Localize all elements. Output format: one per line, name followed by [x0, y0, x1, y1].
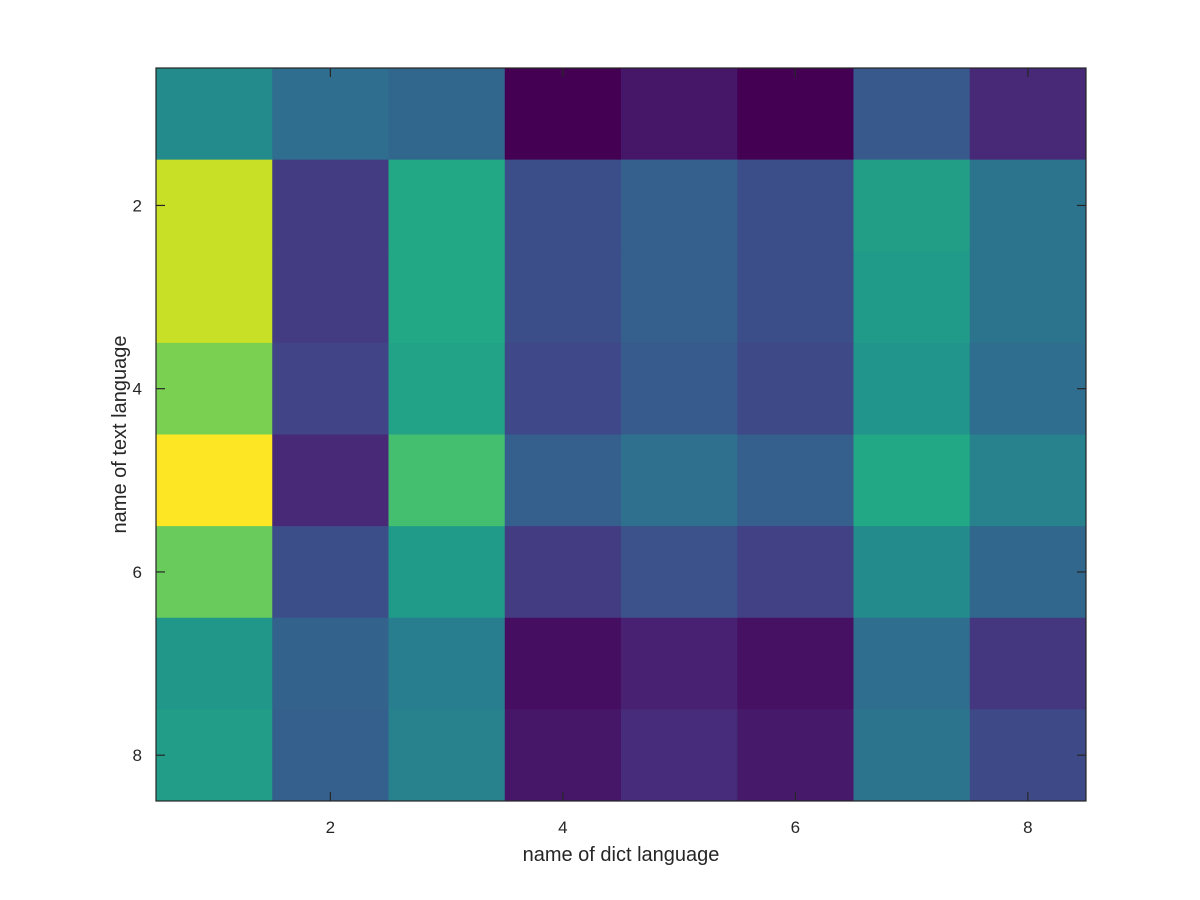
y-tick-label: 8	[133, 746, 142, 765]
heatmap-cell	[388, 159, 506, 252]
heatmap-cell	[272, 68, 389, 161]
heatmap-cell	[272, 526, 389, 619]
heatmap-cell	[969, 709, 1087, 802]
x-tick-label: 8	[1023, 818, 1032, 837]
heatmap-cell	[969, 68, 1087, 161]
heatmap-cell	[853, 159, 971, 252]
y-tick-label: 6	[133, 563, 142, 582]
heatmap-cell	[156, 68, 273, 161]
heatmap-cell	[853, 68, 971, 161]
heatmap-cell	[272, 617, 389, 710]
y-tick-label: 4	[133, 380, 142, 399]
heatmap-cell	[272, 342, 389, 435]
heatmap-cell	[272, 251, 389, 344]
heatmap-cell	[621, 617, 738, 710]
heatmap-cell	[504, 526, 622, 619]
heatmap-cell	[504, 342, 622, 435]
heatmap-cell	[853, 617, 971, 710]
heatmap-cell	[969, 159, 1087, 252]
heatmap-cell	[737, 68, 854, 161]
heatmap-cell	[504, 434, 622, 527]
heatmap-cell	[388, 251, 506, 344]
heatmap-cell	[621, 709, 738, 802]
heatmap-cell	[621, 68, 738, 161]
heatmap-cells	[156, 68, 1087, 802]
heatmap-cell	[737, 342, 854, 435]
heatmap-cell	[156, 434, 273, 527]
heatmap-cell	[621, 434, 738, 527]
heatmap-cell	[504, 159, 622, 252]
heatmap-cell	[737, 251, 854, 344]
heatmap-cell	[737, 526, 854, 619]
heatmap-cell	[737, 159, 854, 252]
heatmap-cell	[969, 251, 1087, 344]
x-axis-label: name of dict language	[523, 844, 720, 866]
heatmap-cell	[621, 342, 738, 435]
heatmap-cell	[156, 617, 273, 710]
heatmap-cell	[388, 434, 506, 527]
heatmap-cell	[737, 709, 854, 802]
heatmap-cell	[853, 251, 971, 344]
heatmap-cell	[504, 68, 622, 161]
heatmap-cell	[969, 617, 1087, 710]
x-tick-label: 6	[791, 818, 800, 837]
heatmap-cell	[156, 709, 273, 802]
heatmap-cell	[504, 709, 622, 802]
heatmap-cell	[737, 617, 854, 710]
heatmap-cell	[621, 251, 738, 344]
axis-tick-labels: 2 4 6 8 2 4 6 8	[133, 196, 1033, 837]
heatmap-cell	[156, 159, 273, 252]
y-tick-label: 2	[133, 196, 142, 215]
x-tick-label: 2	[326, 818, 335, 837]
heatmap-cell	[853, 709, 971, 802]
heatmap-cell	[388, 526, 506, 619]
heatmap-cell	[969, 342, 1087, 435]
heatmap-cell	[156, 526, 273, 619]
heatmap-cell	[737, 434, 854, 527]
heatmap-cell	[388, 617, 506, 710]
heatmap-cell	[621, 159, 738, 252]
heatmap-cell	[621, 526, 738, 619]
heatmap-cell	[504, 251, 622, 344]
heatmap-cell	[853, 526, 971, 619]
heatmap-cell	[272, 159, 389, 252]
heatmap-cell	[853, 342, 971, 435]
x-tick-label: 4	[558, 818, 567, 837]
heatmap-cell	[388, 68, 506, 161]
heatmap-cell	[388, 342, 506, 435]
heatmap-cell	[272, 434, 389, 527]
heatmap-cell	[969, 434, 1087, 527]
heatmap-cell	[272, 709, 389, 802]
heatmap-cell	[388, 709, 506, 802]
heatmap-cell	[504, 617, 622, 710]
heatmap-cell	[156, 251, 273, 344]
y-axis-label: name of text language	[109, 336, 131, 534]
heatmap-cell	[969, 526, 1087, 619]
axis-ticks	[156, 68, 1086, 801]
plot-frame	[155, 67, 1087, 802]
heatmap-cell	[853, 434, 971, 527]
heatmap-cell	[156, 342, 273, 435]
